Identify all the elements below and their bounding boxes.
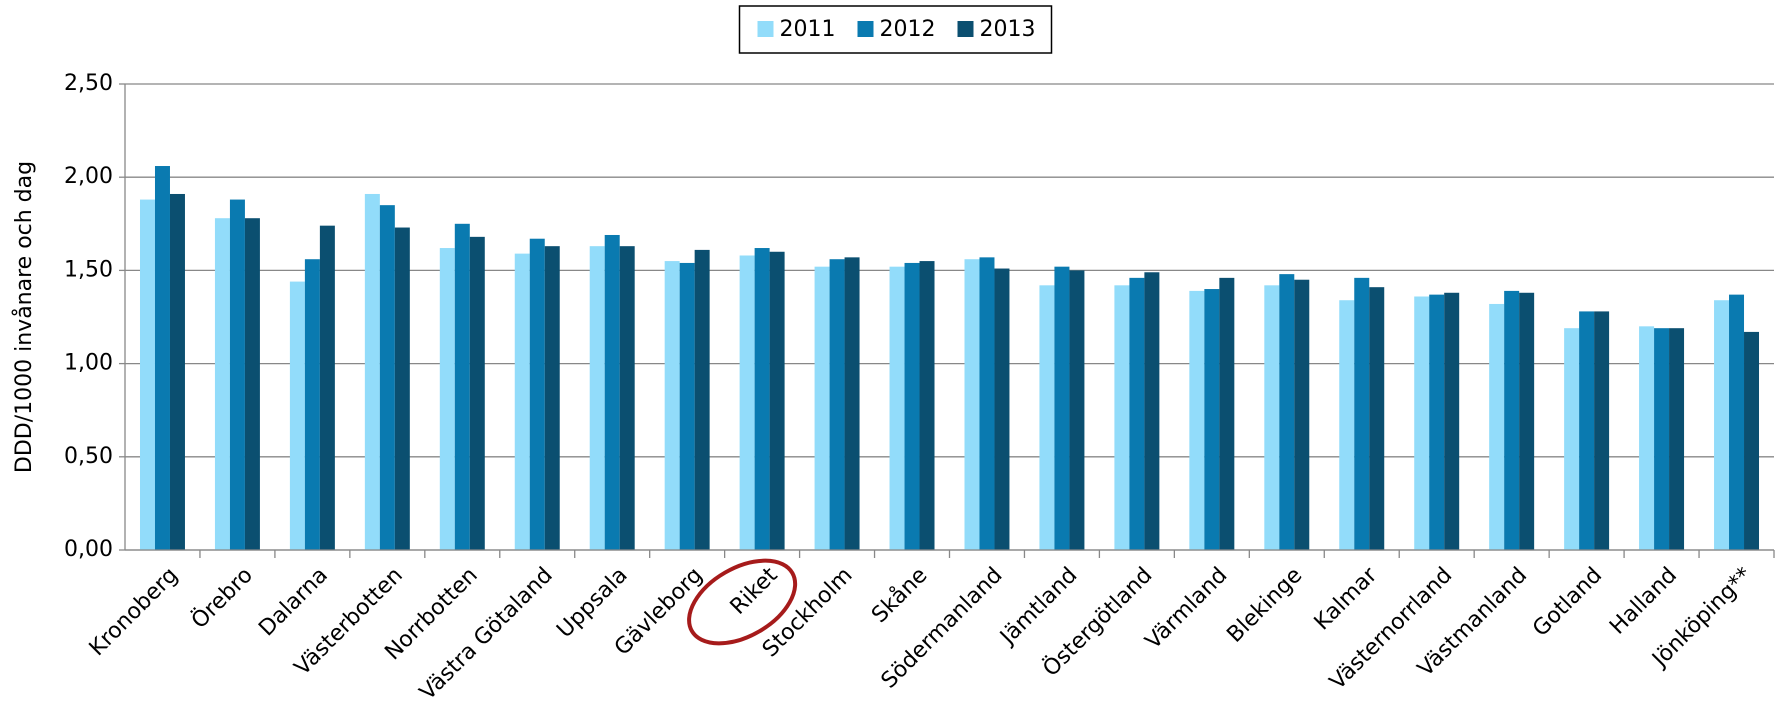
bar — [304, 259, 320, 550]
bar — [1054, 266, 1070, 550]
legend-label: 2013 — [980, 17, 1036, 42]
bar — [694, 249, 710, 550]
bar — [289, 281, 305, 550]
bar — [1429, 294, 1445, 550]
bar — [154, 166, 170, 551]
bar — [1594, 311, 1610, 550]
bar — [1669, 328, 1685, 550]
bar — [1564, 328, 1580, 550]
bar — [1489, 303, 1505, 550]
bar — [829, 259, 845, 550]
legend-swatch — [757, 21, 774, 37]
bar — [469, 236, 485, 550]
legend-label: 2012 — [880, 17, 936, 42]
legend-swatch — [957, 21, 974, 37]
x-tick-label: Gotland — [1528, 563, 1607, 642]
x-tick-label: Halland — [1605, 563, 1682, 640]
y-tick-label: 1,50 — [64, 257, 113, 282]
bar — [1354, 277, 1370, 550]
bar — [619, 246, 635, 550]
bar — [904, 262, 920, 550]
bar — [664, 261, 680, 550]
x-tick-label: Riket — [726, 563, 783, 620]
bar — [994, 268, 1010, 550]
bar — [1039, 285, 1055, 550]
bar — [589, 246, 605, 550]
bar — [1129, 277, 1145, 550]
bar — [889, 266, 905, 550]
bar — [919, 261, 935, 550]
bar — [169, 193, 185, 550]
bar — [1714, 300, 1730, 550]
x-tick-label: Dalarna — [254, 563, 333, 642]
bar — [679, 262, 695, 550]
bar — [319, 225, 335, 550]
y-tick-label: 0,50 — [64, 444, 113, 469]
bar — [1729, 294, 1745, 550]
x-tick-label: Kronoberg — [85, 563, 183, 661]
bar — [379, 205, 395, 550]
bar — [1294, 279, 1310, 550]
bar — [1744, 331, 1760, 550]
highlight-ellipse — [687, 558, 798, 646]
bar — [529, 238, 545, 550]
legend-label: 2011 — [780, 17, 836, 42]
bar — [739, 255, 755, 550]
bar — [1579, 311, 1595, 550]
bar — [1654, 328, 1670, 550]
x-tick-label: Västra Götaland — [415, 563, 558, 706]
bar — [1519, 292, 1535, 550]
bar — [439, 248, 455, 551]
bar — [139, 199, 155, 550]
y-axis-title: DDD/1000 invånare och dag — [11, 161, 37, 473]
y-tick-label: 2,50 — [64, 71, 113, 96]
legend-swatch — [857, 21, 874, 37]
bar — [1444, 292, 1460, 550]
x-tick-label: Örebro — [186, 562, 258, 634]
legend-box — [738, 5, 1053, 54]
y-tick-label: 2,00 — [64, 164, 113, 189]
bar — [1504, 290, 1520, 550]
bar — [814, 266, 830, 550]
bar — [1189, 290, 1205, 550]
bar — [1144, 272, 1160, 550]
y-tick-label: 1,00 — [64, 351, 113, 376]
bar — [979, 257, 995, 550]
bar — [1264, 285, 1280, 550]
bar — [1279, 274, 1295, 550]
bar — [1204, 289, 1220, 550]
x-tick-label: Värmland — [1141, 563, 1233, 655]
bar — [1339, 300, 1355, 550]
bar — [214, 218, 230, 550]
bar — [394, 227, 410, 550]
bar — [514, 253, 530, 550]
bar — [229, 199, 245, 550]
bar — [1639, 326, 1655, 550]
bar — [1219, 277, 1235, 550]
bar — [754, 248, 770, 551]
bar — [844, 257, 860, 550]
legend: 2011 2012 2013 — [738, 5, 1053, 54]
x-tick-label: Skåne — [867, 562, 933, 628]
bar — [604, 234, 620, 550]
bar — [1414, 296, 1430, 550]
bar — [454, 223, 470, 551]
bar — [769, 251, 785, 550]
bar — [1369, 287, 1385, 550]
bar — [544, 246, 560, 550]
x-tick-label: Kalmar — [1310, 562, 1383, 635]
bar — [964, 259, 980, 550]
y-tick-label: 0,00 — [64, 537, 113, 562]
bar — [244, 218, 260, 550]
x-tick-label: Blekinge — [1222, 563, 1307, 648]
bar — [1069, 270, 1085, 550]
bar — [364, 193, 380, 550]
bar — [1114, 285, 1130, 550]
